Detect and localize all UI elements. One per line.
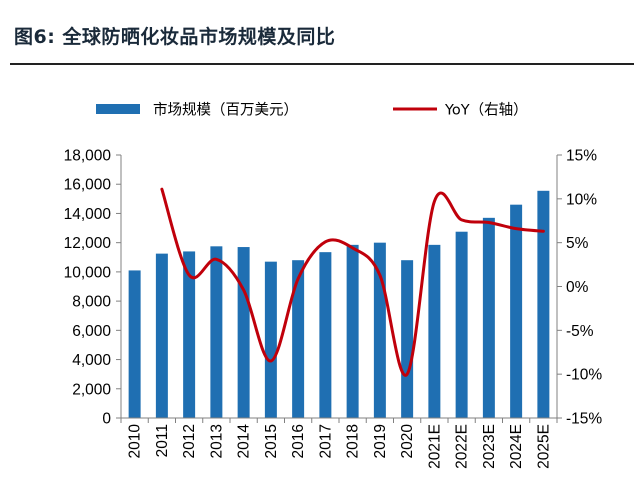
bar-2024E	[510, 204, 523, 418]
yoy-point-2014	[242, 289, 245, 292]
bar-2019	[373, 242, 386, 418]
x-tick-label: 2015	[263, 424, 280, 458]
bar-2017	[319, 252, 332, 418]
x-tick-label: 2019	[372, 424, 389, 458]
x-tick-label: 2020	[399, 424, 416, 459]
left-tick-label: 0	[102, 411, 111, 428]
bar-2020	[401, 260, 414, 418]
yoy-point-2019	[378, 274, 381, 277]
bar-2015	[264, 261, 277, 418]
yoy-point-2025E	[542, 230, 545, 233]
left-tick-label: 10,000	[64, 264, 112, 281]
yoy-point-2013	[215, 258, 218, 261]
bar-2021E	[428, 244, 441, 418]
x-tick-label: 2012	[181, 424, 198, 458]
bar-2022E	[455, 231, 468, 418]
yoy-point-2021E	[433, 200, 436, 203]
bar-2012	[183, 251, 196, 418]
yoy-point-2020	[406, 373, 409, 376]
bar-2014	[237, 247, 250, 418]
x-tick-label: 2010	[127, 424, 144, 459]
x-tick-label: 2011	[154, 424, 171, 457]
left-tick-label: 12,000	[64, 235, 112, 252]
x-tick-label: 2024E	[508, 424, 525, 469]
yoy-line	[160, 187, 545, 377]
left-tick-label: 8,000	[72, 294, 111, 311]
yoy-point-2012	[188, 274, 191, 277]
left-tick-label: 14,000	[64, 206, 112, 223]
yoy-point-2011	[160, 188, 163, 191]
legend-label-line: YoY（右轴）	[444, 102, 528, 119]
bar-2023E	[482, 217, 495, 418]
yoy-point-2017	[324, 240, 327, 243]
right-tick-label: 10%	[566, 191, 597, 208]
x-tick-label: 2016	[290, 424, 307, 458]
bar-2010	[128, 270, 141, 418]
left-tick-label: 2,000	[72, 381, 111, 398]
left-tick-label: 4,000	[72, 352, 111, 369]
right-tick-label: 5%	[566, 235, 589, 252]
legend-label-bar: 市场规模（百万美元）	[153, 102, 298, 119]
x-tick-label: 2022E	[454, 424, 471, 469]
figure-title: 图6: 全球防晒化妆品市场规模及同比	[14, 26, 336, 48]
left-tick-label: 16,000	[64, 177, 112, 194]
left-tick-label: 6,000	[72, 323, 111, 340]
axes	[116, 154, 562, 423]
right-tick-label: -10%	[566, 367, 602, 384]
x-tick-label: 2025E	[535, 424, 552, 469]
yoy-point-2016	[297, 277, 300, 280]
tick-labels: 0 2,000 4,000 6,000 8,000 10,000 12,000 14,000 1…	[64, 148, 603, 469]
left-tick-label: 18,000	[64, 148, 112, 165]
yoy-point-2024E	[515, 227, 518, 230]
bar-2018	[346, 244, 359, 418]
legend-swatch-bar	[96, 104, 140, 114]
bar-2013	[210, 246, 223, 418]
right-tick-label: -15%	[566, 411, 602, 428]
x-tick-label: 2014	[236, 424, 253, 459]
x-tick-label: 2013	[208, 424, 225, 458]
bar-2016	[292, 260, 305, 418]
yoy-point-2018	[351, 246, 354, 249]
yoy-point-2022E	[460, 218, 463, 221]
right-tick-label: 15%	[566, 148, 597, 165]
line-series	[160, 187, 545, 377]
bar-2025E	[537, 190, 550, 418]
bar-series	[128, 190, 550, 419]
x-tick-label: 2021E	[426, 424, 443, 469]
x-tick-label: 2018	[345, 424, 362, 458]
x-tick-label: 2017	[317, 424, 334, 458]
chart-legend: 市场规模（百万美元） YoY（右轴）	[96, 102, 528, 119]
bar-2011	[155, 253, 168, 419]
yoy-point-2015	[269, 360, 272, 363]
right-tick-label: 0%	[566, 279, 589, 296]
yoy-point-2023E	[487, 221, 490, 224]
right-tick-label: -5%	[566, 323, 594, 340]
title-divider	[10, 63, 634, 65]
x-tick-label: 2023E	[481, 424, 498, 469]
